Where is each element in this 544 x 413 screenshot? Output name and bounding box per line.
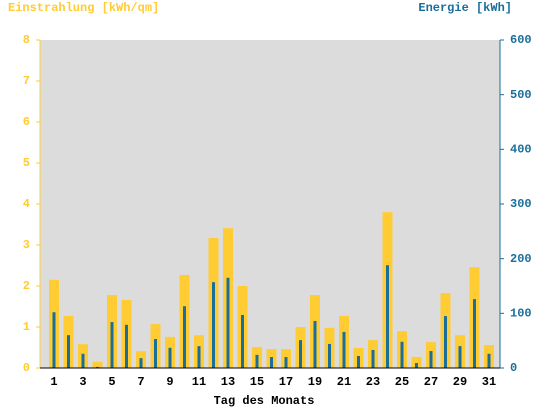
bar xyxy=(444,316,447,368)
bar xyxy=(487,353,491,368)
y-axis-title: Einstrahlung [kWh/qm] xyxy=(8,1,159,15)
y2-tick-label: 100 xyxy=(510,307,532,321)
bar xyxy=(328,343,331,368)
y-tick-label: 4 xyxy=(23,197,30,211)
bar xyxy=(357,355,360,368)
bar xyxy=(241,314,244,368)
bar xyxy=(139,358,143,368)
x-tick-label: 23 xyxy=(366,375,380,389)
y-tick-label: 3 xyxy=(23,238,30,252)
y-tick-label: 7 xyxy=(23,74,30,88)
bar xyxy=(92,361,103,368)
y-tick-label: 8 xyxy=(23,33,30,47)
bar xyxy=(96,366,99,368)
bar xyxy=(429,351,433,368)
y-tick-label: 5 xyxy=(23,156,30,170)
bar xyxy=(81,353,85,368)
x-tick-label: 9 xyxy=(166,375,173,389)
y-tick-label: 2 xyxy=(23,279,30,293)
y-tick-label: 0 xyxy=(23,361,30,375)
y2-tick-label: 500 xyxy=(510,88,532,102)
bar xyxy=(411,356,422,368)
bar xyxy=(52,312,56,368)
x-tick-label: 27 xyxy=(424,375,438,389)
x-tick-label: 19 xyxy=(308,375,322,389)
x-tick-label: 25 xyxy=(395,375,409,389)
y-tick-label: 1 xyxy=(23,320,30,334)
bar xyxy=(313,320,317,368)
bar xyxy=(226,277,230,368)
bar xyxy=(415,363,418,368)
bar xyxy=(299,340,302,368)
y2-tick-label: 0 xyxy=(510,361,517,375)
x-tick-label: 17 xyxy=(279,375,293,389)
x-tick-label: 15 xyxy=(250,375,264,389)
bar xyxy=(270,357,273,368)
bar xyxy=(458,346,462,368)
x-tick-label: 3 xyxy=(79,375,86,389)
bar xyxy=(110,322,114,368)
bar xyxy=(125,324,128,368)
bar xyxy=(284,357,288,368)
x-tick-label: 11 xyxy=(192,375,206,389)
bar xyxy=(212,282,215,368)
y2-tick-label: 600 xyxy=(510,33,532,47)
y-tick-label: 6 xyxy=(23,115,30,129)
bar xyxy=(400,341,404,368)
bar xyxy=(255,354,259,368)
y2-tick-label: 300 xyxy=(510,197,532,211)
bar xyxy=(67,335,70,368)
bar xyxy=(197,346,201,368)
x-tick-label: 29 xyxy=(453,375,467,389)
x-tick-label: 31 xyxy=(482,375,496,389)
bar xyxy=(154,339,157,368)
bar xyxy=(168,347,172,368)
x-tick-label: 5 xyxy=(108,375,115,389)
bar xyxy=(473,299,476,368)
x-tick-label: 13 xyxy=(221,375,235,389)
y2-axis-title: Energie [kWh] xyxy=(418,1,512,15)
bar xyxy=(386,265,389,368)
x-tick-label: 1 xyxy=(50,375,57,389)
bar xyxy=(183,306,186,368)
y2-tick-label: 400 xyxy=(510,143,532,157)
x-axis-title: Tag des Monats xyxy=(214,394,315,408)
bar xyxy=(342,331,346,368)
x-tick-label: 21 xyxy=(337,375,351,389)
y2-tick-label: 200 xyxy=(510,252,532,266)
bar xyxy=(371,349,375,368)
x-tick-label: 7 xyxy=(137,375,144,389)
